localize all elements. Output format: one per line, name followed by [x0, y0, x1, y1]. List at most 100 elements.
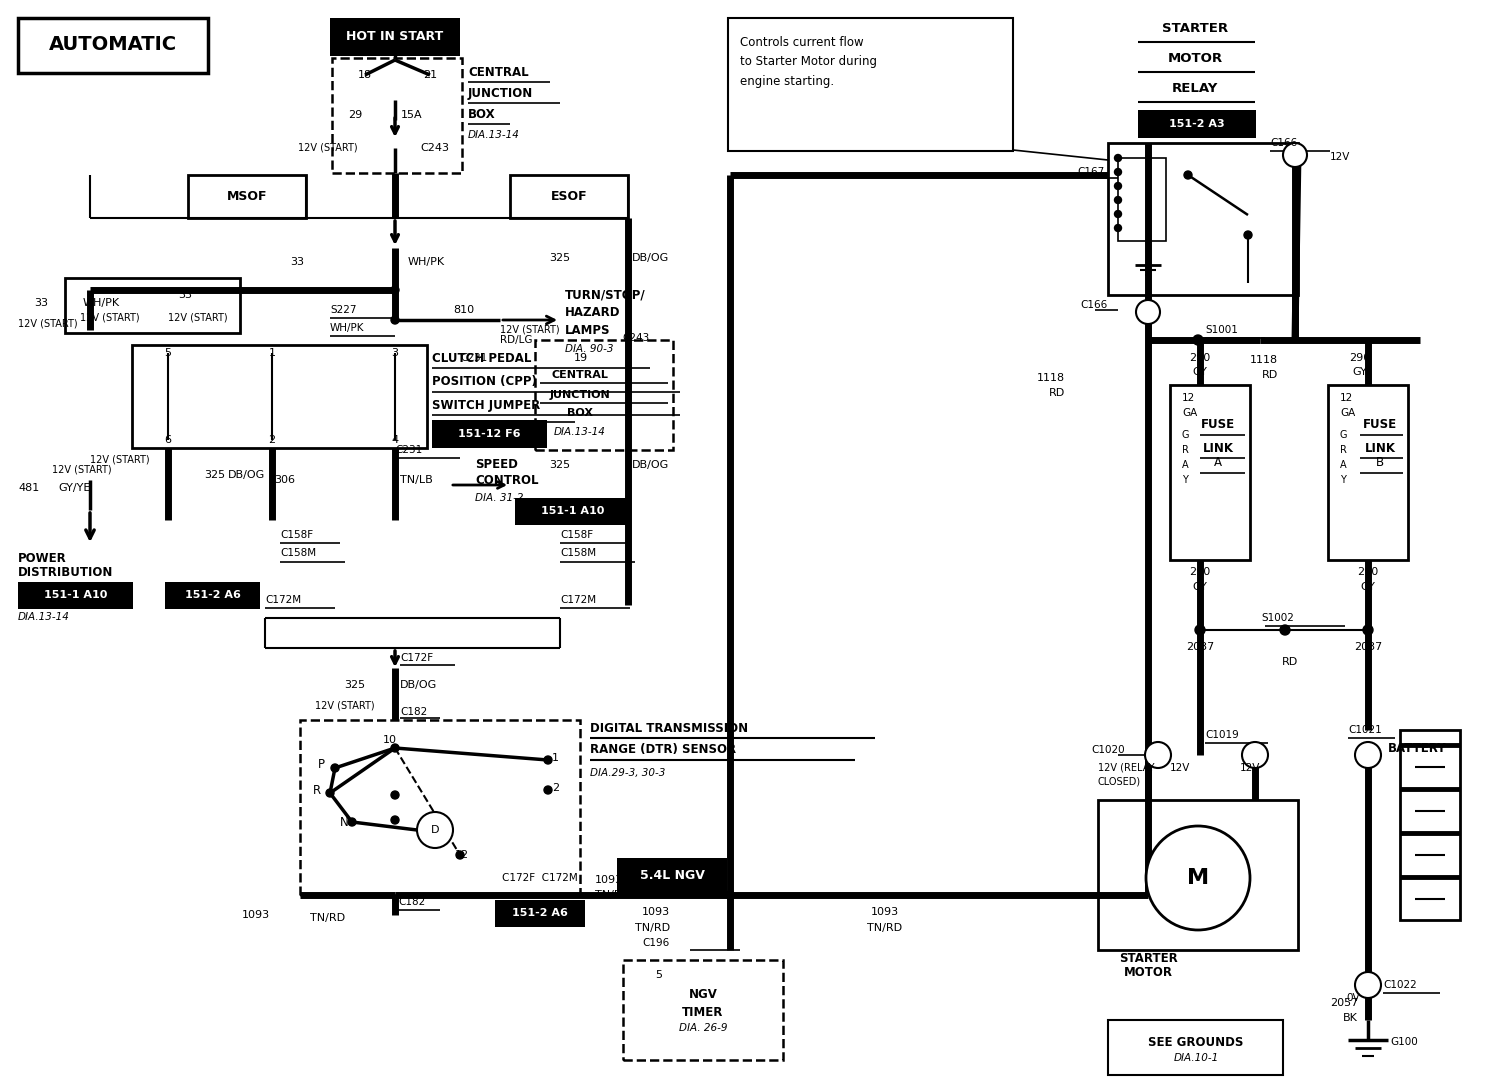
Bar [1108, 1021, 1283, 1075]
Text: 481: 481 [18, 483, 39, 493]
Circle shape [1114, 197, 1122, 203]
Text: 325: 325 [549, 254, 570, 263]
Bar [623, 960, 784, 1060]
Text: SPEED: SPEED [475, 458, 517, 471]
Text: C172M: C172M [559, 595, 596, 605]
Text: STARTER: STARTER [1119, 952, 1178, 964]
Text: 325: 325 [344, 680, 365, 690]
Text: 2037: 2037 [1185, 642, 1214, 652]
Circle shape [1280, 625, 1290, 635]
Text: DB/OG: DB/OG [632, 254, 669, 263]
Text: 151-2 A6: 151-2 A6 [511, 908, 569, 918]
Bar [728, 18, 1014, 151]
Text: NGV: NGV [689, 989, 717, 1001]
Circle shape [1184, 171, 1193, 180]
Circle shape [1355, 972, 1381, 998]
Text: 33: 33 [35, 298, 48, 308]
Text: C172M: C172M [265, 595, 301, 605]
Text: DISTRIBUTION: DISTRIBUTION [18, 567, 113, 580]
Text: C158M: C158M [280, 548, 316, 558]
Circle shape [1242, 742, 1268, 768]
Text: FUSE: FUSE [1363, 419, 1397, 432]
Text: BOX: BOX [468, 108, 496, 121]
Text: 1: 1 [269, 348, 275, 358]
Text: C243: C243 [420, 143, 450, 153]
Text: 18: 18 [358, 70, 371, 81]
Circle shape [391, 744, 399, 752]
Text: CENTRAL: CENTRAL [468, 65, 528, 78]
Text: MOTOR: MOTOR [1123, 966, 1173, 979]
Text: 151-2 A6: 151-2 A6 [185, 591, 241, 601]
Text: Controls current flow: Controls current flow [740, 36, 863, 49]
Text: N: N [340, 816, 349, 828]
Text: 1093: 1093 [596, 875, 623, 885]
Bar [1400, 730, 1460, 920]
Text: DIA.13-14: DIA.13-14 [468, 129, 520, 140]
Text: FUSE: FUSE [1200, 419, 1235, 432]
Text: TURN/STOP/: TURN/STOP/ [566, 288, 645, 301]
Text: CONTROL: CONTROL [475, 473, 538, 486]
Text: WH/PK: WH/PK [83, 298, 120, 308]
Circle shape [331, 764, 338, 772]
Text: TN/LB: TN/LB [400, 475, 433, 485]
Circle shape [347, 818, 356, 826]
Text: 1093: 1093 [642, 907, 669, 917]
Text: R: R [313, 783, 322, 796]
Text: 290: 290 [1190, 353, 1211, 363]
Circle shape [1196, 625, 1205, 635]
Circle shape [391, 816, 399, 824]
Circle shape [417, 812, 453, 848]
Text: RELAY: RELAY [1172, 82, 1218, 95]
Text: 12V (RELAY: 12V (RELAY [1098, 763, 1155, 772]
Circle shape [544, 786, 552, 794]
Bar [132, 345, 427, 448]
Bar [329, 18, 460, 55]
Text: C1021: C1021 [1348, 725, 1382, 735]
Text: D: D [430, 825, 439, 834]
Bar [188, 175, 305, 218]
Bar [65, 279, 241, 333]
Text: DIA. 90-3: DIA. 90-3 [566, 344, 614, 354]
Text: DIA. 26-9: DIA. 26-9 [678, 1023, 728, 1033]
Text: P: P [317, 758, 325, 771]
Text: C172F: C172F [400, 653, 433, 663]
Text: AUTOMATIC: AUTOMATIC [50, 36, 177, 54]
Text: 12V (START): 12V (START) [80, 313, 140, 323]
Text: RD/LG: RD/LG [499, 335, 532, 345]
Text: GY: GY [1193, 367, 1208, 378]
Text: GY: GY [1361, 582, 1376, 592]
Text: CLOSED): CLOSED) [1098, 777, 1142, 787]
Text: DB/OG: DB/OG [632, 460, 669, 470]
Text: R: R [1182, 445, 1188, 455]
Text: 12V (START): 12V (START) [499, 325, 559, 335]
Text: 1093: 1093 [871, 907, 899, 917]
Text: 1: 1 [552, 753, 559, 763]
Circle shape [1244, 231, 1251, 239]
Text: BATTERY: BATTERY [1388, 742, 1447, 754]
Text: 4: 4 [391, 435, 399, 445]
Text: MSOF: MSOF [227, 190, 268, 203]
Bar [165, 582, 260, 609]
Circle shape [456, 851, 465, 860]
Text: 5: 5 [656, 970, 662, 980]
Bar [1328, 385, 1408, 560]
Text: LAMPS: LAMPS [566, 324, 611, 337]
Text: 2057: 2057 [1330, 998, 1358, 1007]
Circle shape [1114, 224, 1122, 232]
Text: LINK: LINK [1203, 442, 1233, 455]
Text: C1022: C1022 [1384, 980, 1417, 990]
Text: 1093: 1093 [242, 910, 271, 920]
Bar [617, 858, 726, 893]
Text: TN/RD: TN/RD [310, 913, 344, 923]
Text: BK: BK [1343, 1013, 1358, 1023]
Text: 6: 6 [164, 435, 171, 445]
Text: WH/PK: WH/PK [329, 323, 364, 333]
Text: ESOF: ESOF [550, 190, 588, 203]
Text: Y: Y [1340, 475, 1346, 485]
Bar [495, 900, 585, 927]
Text: DIA.10-1: DIA.10-1 [1173, 1053, 1218, 1063]
Text: DB/OG: DB/OG [229, 470, 265, 480]
Text: C1020: C1020 [1092, 745, 1125, 755]
Text: 290: 290 [1349, 353, 1370, 363]
Circle shape [391, 791, 399, 799]
